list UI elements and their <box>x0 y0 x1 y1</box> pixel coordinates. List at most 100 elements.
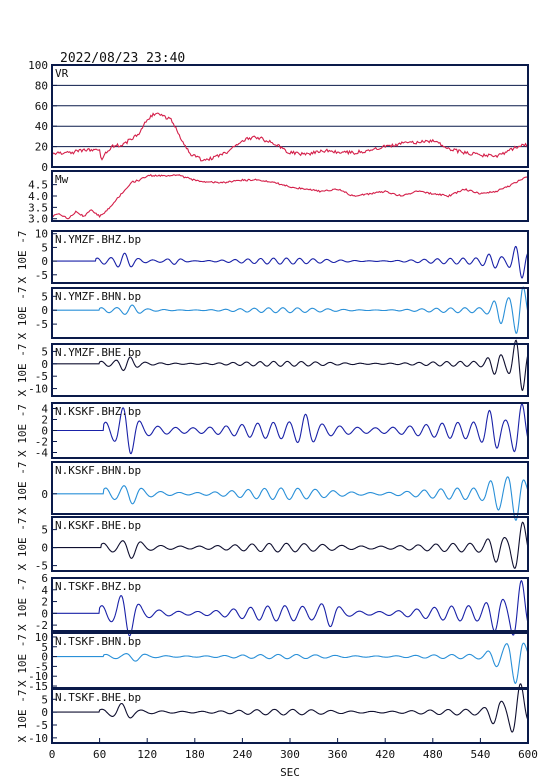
trace-line <box>51 173 529 220</box>
panel-label: N.YMZF.BHZ.bp <box>55 233 141 246</box>
panel-frame <box>51 230 529 284</box>
panel-label: N.TSKF.BHN.bp <box>55 635 141 648</box>
panel-frame <box>51 170 529 222</box>
y-tick-label: 5 <box>41 693 48 706</box>
y-tick-label: 5 <box>41 290 48 303</box>
y-tick-label: 0 <box>41 255 48 268</box>
x-tick-label: 360 <box>328 748 348 761</box>
unit-label: X 10E -7 <box>16 690 29 743</box>
x-tick-label: 300 <box>280 748 300 761</box>
trace-line <box>52 476 529 521</box>
y-tick-label: 5 <box>41 345 48 358</box>
y-tick-label: -10 <box>28 670 48 683</box>
panel-label: N.TSKF.BHZ.bp <box>55 580 141 593</box>
trace-line <box>51 112 529 162</box>
panel-1: 3.03.54.04.5 Mw <box>28 170 529 226</box>
panel-label: Mw <box>55 173 69 186</box>
y-tick-label: -5 <box>35 318 48 331</box>
x-tick-label: 600 <box>518 748 538 761</box>
panel-frame <box>51 577 529 632</box>
panel-frame <box>51 287 529 339</box>
x-tick-label: 60 <box>93 748 106 761</box>
panel-label: N.KSKF.BHN.bp <box>55 464 141 477</box>
y-tick-label: -2 <box>35 436 48 449</box>
x-tick-label: 180 <box>185 748 205 761</box>
y-tick-label: 20 <box>35 141 48 154</box>
unit-label: X 10E -7 <box>16 462 29 515</box>
trace-line <box>52 642 529 685</box>
y-tick-label: 4.0 <box>28 190 48 203</box>
x-tick-label: 420 <box>375 748 395 761</box>
y-tick-label: 2 <box>41 414 48 427</box>
unit-label: X 10E -7 <box>16 287 29 340</box>
y-tick-label: 0 <box>41 607 48 620</box>
y-tick-label: -5 <box>35 719 48 732</box>
panel-frame <box>51 64 529 168</box>
unit-label: X 10E -7 <box>16 404 29 457</box>
x-tick-label: 540 <box>470 748 490 761</box>
y-tick-label: 6 <box>41 572 48 585</box>
y-tick-label: 0 <box>41 161 48 174</box>
y-tick-label: 4 <box>41 403 48 416</box>
panel-7: -5 0 5 N.KSKF.BHE.bp X 10E -7 <box>16 516 529 573</box>
y-tick-label: -4 <box>35 447 49 460</box>
x-tick-label: 480 <box>423 748 443 761</box>
panel-frame <box>51 516 529 572</box>
panel-label: N.YMZF.BHN.bp <box>55 290 141 303</box>
x-tick-label: 240 <box>232 748 252 761</box>
y-tick-label: -10 <box>28 732 48 745</box>
panel-label: N.YMZF.BHE.bp <box>55 346 141 359</box>
panel-3: -505 N.YMZF.BHN.bp X 10E -7 <box>16 286 529 340</box>
unit-label: X 10E -7 <box>16 231 29 284</box>
unit-label: X 10E -7 <box>16 518 29 571</box>
panel-10: -10-505 N.TSKF.BHE.bp X 10E -7 <box>16 683 529 745</box>
unit-label: X 10E -7 <box>16 634 29 687</box>
x-tick-label: 0 <box>49 748 56 761</box>
y-tick-label: 0 <box>41 358 48 371</box>
panel-frame <box>51 343 529 397</box>
timestamp-title: 2022/08/23 23:40 <box>60 51 185 66</box>
y-tick-label: 5 <box>41 524 48 537</box>
panel-6: 0 N.KSKF.BHN.bp X 10E -7 <box>16 461 529 521</box>
y-tick-label: -5 <box>35 560 48 573</box>
y-tick-label: 0 <box>41 542 48 555</box>
y-tick-label: 0 <box>41 304 48 317</box>
y-tick-label: 3.5 <box>28 201 48 214</box>
trace-line <box>52 402 529 455</box>
y-tick-label: 0 <box>41 651 48 664</box>
y-tick-label: 2 <box>41 596 48 609</box>
y-tick-label: 40 <box>35 120 48 133</box>
y-tick-label: 5 <box>41 641 48 654</box>
panel-label: VR <box>55 67 69 80</box>
y-tick-label: -5 <box>35 660 48 673</box>
panel-label: N.TSKF.BHE.bp <box>55 691 141 704</box>
y-tick-label: 3.0 <box>28 213 48 226</box>
y-tick-label: 0 <box>41 425 48 438</box>
unit-label: X 10E -7 <box>16 344 29 397</box>
panel-frame <box>51 461 529 515</box>
y-tick-label: 10 <box>35 631 48 644</box>
y-tick-label: 100 <box>28 59 48 72</box>
panel-label: N.KSKF.BHE.bp <box>55 519 141 532</box>
y-tick-label: 0 <box>41 706 48 719</box>
panel-0: 0 20 40 60 80 100 VR <box>28 59 529 174</box>
trace-line <box>52 339 529 392</box>
x-axis-label: SEC <box>280 766 300 779</box>
y-tick-label: 5 <box>41 241 48 254</box>
y-tick-label: 4.5 <box>28 179 48 192</box>
trace-line <box>52 245 529 279</box>
y-tick-label: 60 <box>35 100 48 113</box>
y-tick-label: 10 <box>35 228 48 241</box>
trace-line <box>52 683 529 733</box>
y-tick-label: 0 <box>41 488 48 501</box>
unit-label: X 10E -7 <box>16 578 29 631</box>
y-tick-label: -5 <box>35 269 48 282</box>
trace-line <box>52 521 529 569</box>
trace-line <box>52 286 529 334</box>
y-tick-label: 80 <box>35 79 48 92</box>
